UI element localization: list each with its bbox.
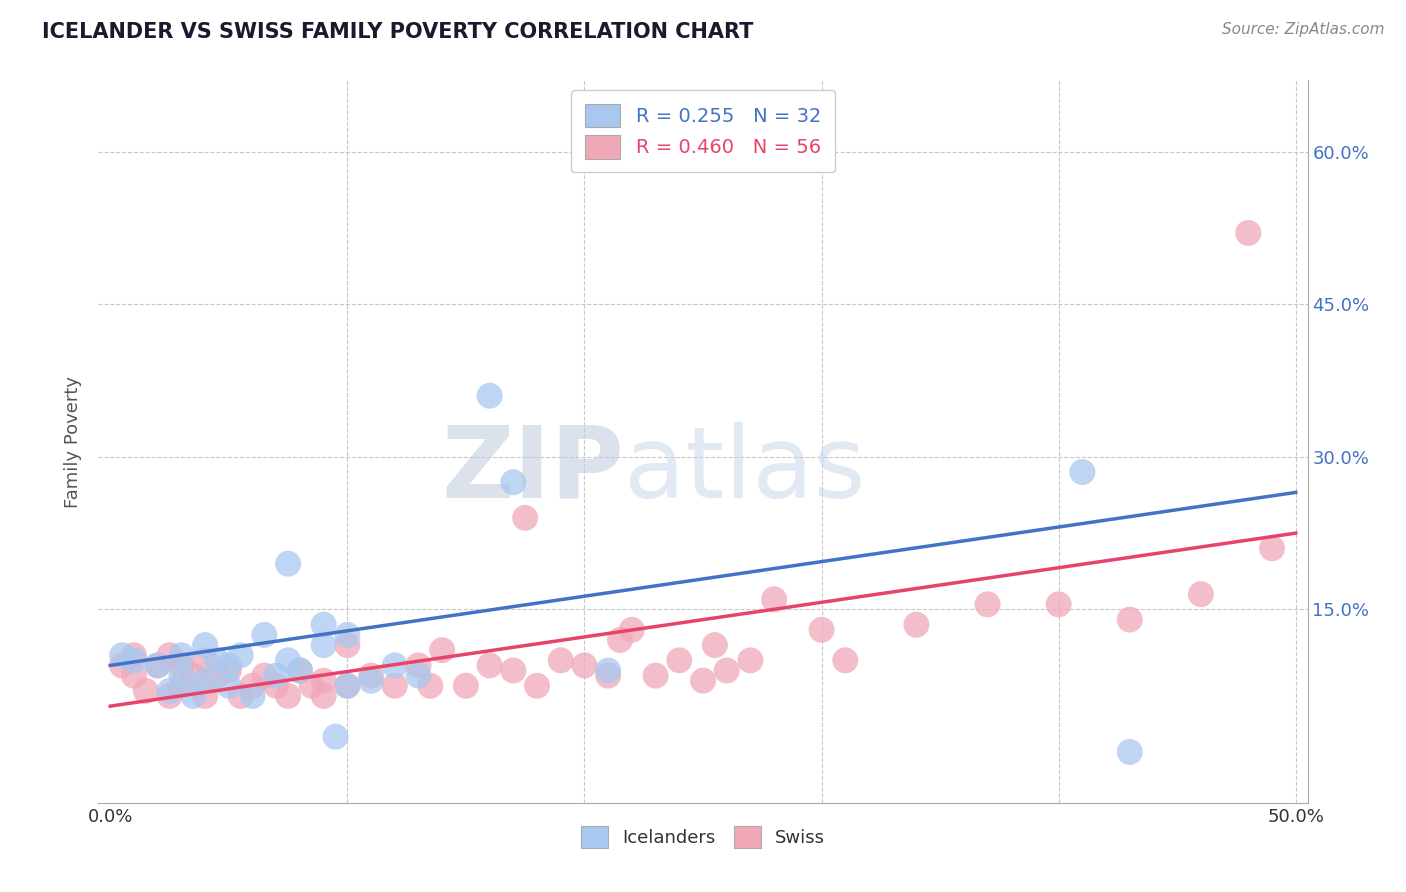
Point (526, 679, 548, 693)
Point (288, 664, 311, 678)
Point (312, 689, 335, 703)
Point (574, 658, 596, 673)
Point (253, 628, 276, 642)
Point (336, 679, 359, 693)
Point (312, 638, 335, 652)
Point (218, 679, 240, 693)
Point (218, 664, 240, 678)
Point (205, 653, 228, 667)
Point (312, 673, 335, 688)
Point (277, 653, 299, 667)
Point (478, 389, 501, 403)
Point (264, 668, 287, 682)
Point (905, 617, 928, 632)
Point (194, 638, 217, 652)
Point (122, 653, 145, 667)
Point (253, 668, 276, 682)
Point (159, 689, 181, 703)
Point (194, 653, 217, 667)
Point (181, 668, 204, 682)
Point (740, 653, 762, 667)
Point (1071, 465, 1094, 479)
Point (325, 730, 347, 744)
Point (170, 658, 193, 673)
Point (432, 643, 454, 657)
Point (384, 658, 406, 673)
Point (218, 658, 240, 673)
Point (360, 673, 382, 688)
Text: atlas: atlas (624, 422, 866, 519)
Point (692, 673, 714, 688)
Point (170, 668, 193, 682)
Point (229, 648, 252, 663)
Point (111, 648, 134, 663)
Point (170, 648, 193, 663)
Point (146, 658, 169, 673)
Point (1237, 226, 1260, 240)
Point (181, 689, 204, 703)
Point (1047, 598, 1070, 612)
Point (194, 689, 217, 703)
Y-axis label: Family Poverty: Family Poverty (65, 376, 83, 508)
Point (408, 668, 430, 682)
Point (515, 511, 537, 525)
Legend: Icelanders, Swiss: Icelanders, Swiss (569, 815, 837, 859)
Text: ICELANDER VS SWISS FAMILY POVERTY CORRELATION CHART: ICELANDER VS SWISS FAMILY POVERTY CORREL… (42, 22, 754, 42)
Point (229, 689, 252, 703)
Point (336, 628, 359, 642)
Text: ZIP: ZIP (441, 422, 624, 519)
Point (312, 617, 335, 632)
Point (111, 658, 134, 673)
Point (146, 658, 169, 673)
Point (478, 658, 501, 673)
Point (277, 557, 299, 571)
Point (264, 679, 287, 693)
Point (194, 673, 217, 688)
Point (668, 653, 690, 667)
Point (502, 475, 524, 490)
Point (598, 664, 620, 678)
Point (1261, 541, 1284, 556)
Point (277, 689, 299, 703)
Point (763, 592, 786, 607)
Point (644, 668, 666, 682)
Point (502, 664, 524, 678)
Point (609, 632, 631, 647)
Point (205, 668, 228, 682)
Point (336, 679, 359, 693)
Point (620, 623, 643, 637)
Point (384, 679, 406, 693)
Point (810, 623, 832, 637)
Point (1189, 587, 1212, 601)
Point (159, 684, 181, 698)
Point (122, 668, 145, 682)
Point (454, 679, 477, 693)
Point (598, 668, 620, 682)
Point (976, 598, 998, 612)
Point (550, 653, 572, 667)
Point (242, 679, 264, 693)
Point (716, 664, 738, 678)
Point (242, 689, 264, 703)
Point (135, 684, 157, 698)
Point (336, 638, 359, 652)
Point (834, 653, 856, 667)
Point (408, 658, 430, 673)
Text: Source: ZipAtlas.com: Source: ZipAtlas.com (1222, 22, 1385, 37)
Point (1119, 745, 1142, 759)
Point (301, 679, 323, 693)
Point (288, 664, 311, 678)
Point (703, 638, 725, 652)
Point (419, 679, 441, 693)
Point (360, 668, 382, 682)
Point (170, 679, 193, 693)
Point (159, 648, 181, 663)
Point (1119, 613, 1142, 627)
Point (122, 648, 145, 663)
